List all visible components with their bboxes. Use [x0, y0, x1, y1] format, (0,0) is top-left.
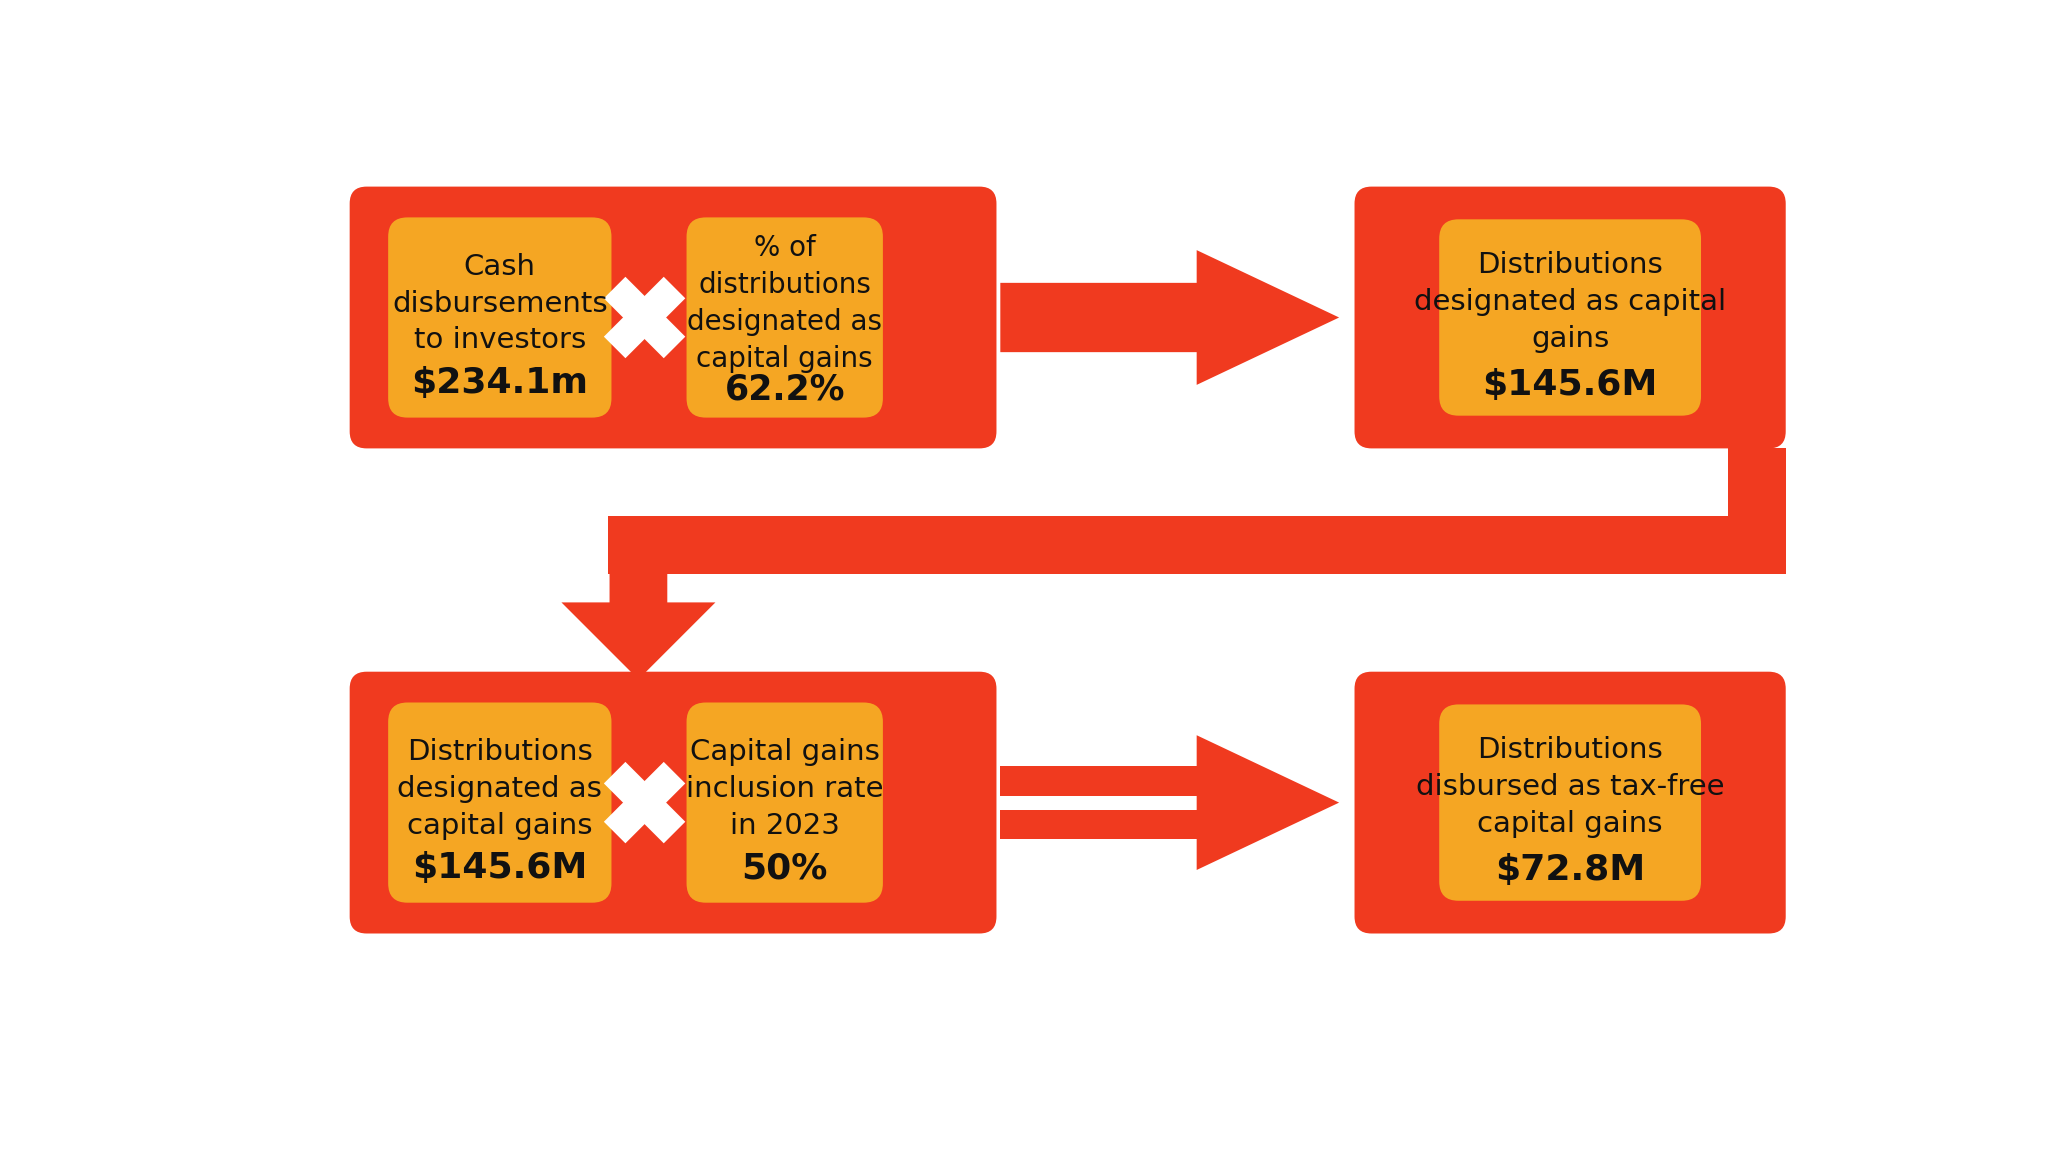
Polygon shape: [999, 250, 1339, 385]
FancyBboxPatch shape: [350, 672, 997, 934]
Text: $145.6M: $145.6M: [1483, 369, 1657, 402]
Bar: [999, 810, 1196, 839]
Polygon shape: [604, 762, 686, 844]
Text: $72.8M: $72.8M: [1495, 853, 1645, 887]
Polygon shape: [604, 277, 686, 358]
Text: 50%: 50%: [741, 851, 827, 885]
FancyBboxPatch shape: [1440, 704, 1702, 901]
Polygon shape: [604, 277, 686, 358]
Polygon shape: [561, 545, 715, 680]
Bar: [999, 766, 1196, 796]
Bar: [608, 516, 1786, 573]
FancyBboxPatch shape: [1354, 672, 1786, 934]
Bar: [1729, 448, 1786, 545]
Text: 62.2%: 62.2%: [725, 372, 846, 406]
Text: % of
distributions
designated as
capital gains: % of distributions designated as capital…: [688, 234, 883, 373]
Text: Distributions
designated as
capital gains: Distributions designated as capital gain…: [397, 738, 602, 840]
Text: Cash
disbursements
to investors: Cash disbursements to investors: [391, 253, 608, 355]
Text: Distributions
disbursed as tax-free
capital gains: Distributions disbursed as tax-free capi…: [1415, 736, 1724, 838]
Text: Distributions
designated as capital
gains: Distributions designated as capital gain…: [1413, 252, 1726, 353]
FancyBboxPatch shape: [686, 702, 883, 903]
Text: $234.1m: $234.1m: [412, 366, 588, 400]
FancyBboxPatch shape: [1440, 219, 1702, 415]
Text: Capital gains
inclusion rate
in 2023: Capital gains inclusion rate in 2023: [686, 738, 883, 840]
Polygon shape: [1196, 735, 1339, 870]
Text: $145.6M: $145.6M: [412, 851, 588, 885]
FancyBboxPatch shape: [389, 702, 612, 903]
FancyBboxPatch shape: [350, 186, 997, 448]
FancyBboxPatch shape: [389, 218, 612, 418]
Polygon shape: [604, 762, 686, 844]
FancyBboxPatch shape: [1354, 186, 1786, 448]
FancyBboxPatch shape: [686, 218, 883, 418]
